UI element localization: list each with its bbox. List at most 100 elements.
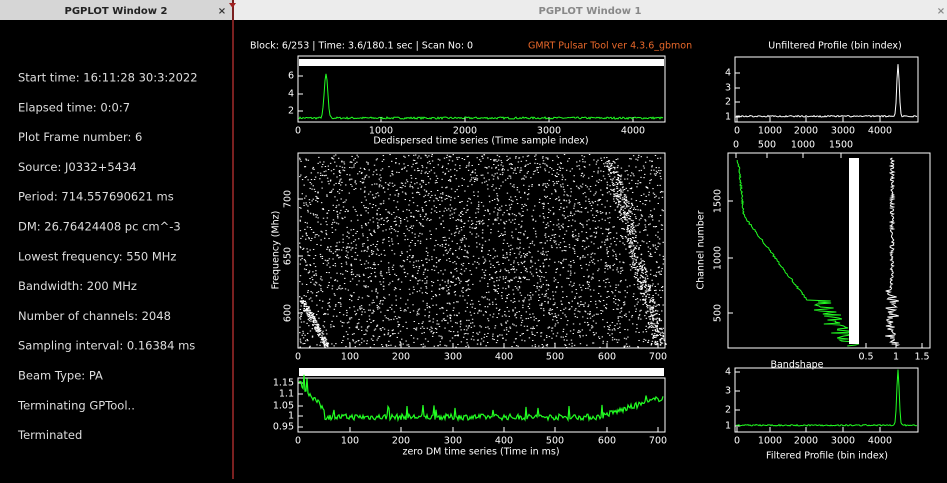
noise-dot xyxy=(426,293,427,294)
noise-dot xyxy=(629,285,630,286)
noise-dot xyxy=(307,333,308,334)
noise-dot xyxy=(429,307,430,308)
noise-dot xyxy=(488,211,489,212)
noise-dot xyxy=(508,311,509,312)
tab-title[interactable]: PGPLOT Window 2 xyxy=(65,6,168,17)
noise-dot xyxy=(541,276,542,277)
noise-dot xyxy=(478,191,479,192)
noise-dot xyxy=(368,222,369,223)
noise-dot xyxy=(335,306,336,307)
noise-dot xyxy=(399,163,400,164)
noise-dot xyxy=(321,279,322,280)
pulse-dot xyxy=(635,259,637,260)
noise-dot xyxy=(356,245,357,246)
noise-dot xyxy=(523,179,524,180)
noise-dot xyxy=(400,265,401,266)
noise-dot xyxy=(656,262,657,263)
pulse-dot xyxy=(632,231,634,232)
noise-dot xyxy=(603,280,604,281)
pulse-dot xyxy=(310,319,312,320)
pulse-dot xyxy=(610,179,612,180)
noise-dot xyxy=(543,265,544,266)
noise-dot xyxy=(580,301,581,302)
noise-dot xyxy=(600,190,601,191)
noise-dot xyxy=(391,173,392,174)
noise-dot xyxy=(349,167,350,168)
noise-dot xyxy=(367,164,368,165)
noise-dot xyxy=(658,167,659,168)
noise-dot xyxy=(560,310,561,311)
noise-dot xyxy=(627,292,628,293)
noise-dot xyxy=(449,160,450,161)
noise-dot xyxy=(449,315,450,316)
noise-dot xyxy=(428,176,429,177)
noise-dot xyxy=(607,253,608,254)
noise-dot xyxy=(519,239,520,240)
noise-dot xyxy=(656,305,657,306)
noise-dot xyxy=(600,296,601,297)
plot-frame xyxy=(735,57,918,122)
noise-dot xyxy=(414,183,415,184)
noise-dot xyxy=(307,292,308,293)
noise-dot xyxy=(442,167,443,168)
noise-dot xyxy=(341,250,342,251)
noise-dot xyxy=(405,322,406,323)
noise-dot xyxy=(534,205,535,206)
noise-dot xyxy=(345,270,346,271)
pulse-dot xyxy=(657,335,659,336)
noise-dot xyxy=(537,288,538,289)
noise-dot xyxy=(436,332,437,333)
noise-dot xyxy=(586,221,587,222)
tab-close[interactable]: × xyxy=(218,6,226,17)
noise-dot xyxy=(499,334,500,335)
noise-dot xyxy=(377,192,378,193)
noise-dot xyxy=(504,223,505,224)
bar xyxy=(299,59,664,66)
noise-dot xyxy=(542,254,543,255)
noise-dot xyxy=(590,228,591,229)
noise-dot xyxy=(376,254,377,255)
noise-dot xyxy=(416,260,417,261)
noise-dot xyxy=(635,331,636,332)
noise-dot xyxy=(475,169,476,170)
noise-dot xyxy=(594,253,595,254)
noise-dot xyxy=(443,211,444,212)
noise-dot xyxy=(589,262,590,263)
noise-dot xyxy=(636,200,637,201)
noise-dot xyxy=(505,316,506,317)
noise-dot xyxy=(384,250,385,251)
noise-dot xyxy=(489,261,490,262)
noise-dot xyxy=(543,216,544,217)
noise-dot xyxy=(363,243,364,244)
noise-dot xyxy=(577,256,578,257)
noise-dot xyxy=(353,333,354,334)
noise-dot xyxy=(369,203,370,204)
noise-dot xyxy=(316,234,317,235)
noise-dot xyxy=(649,241,650,242)
noise-dot xyxy=(364,191,365,192)
noise-dot xyxy=(389,294,390,295)
noise-dot xyxy=(376,213,377,214)
pulse-dot xyxy=(660,344,662,345)
noise-dot xyxy=(575,235,576,236)
noise-dot xyxy=(431,328,432,329)
noise-dot xyxy=(518,248,519,249)
noise-dot xyxy=(338,204,339,205)
noise-dot xyxy=(387,212,388,213)
pulse-dot xyxy=(652,309,654,310)
noise-dot xyxy=(390,345,391,346)
pulse-dot xyxy=(626,229,628,230)
tab-close[interactable]: × xyxy=(937,6,945,17)
noise-dot xyxy=(569,200,570,201)
noise-dot xyxy=(622,197,623,198)
noise-dot xyxy=(610,189,611,190)
noise-dot xyxy=(419,194,420,195)
noise-dot xyxy=(433,167,434,168)
noise-dot xyxy=(620,205,621,206)
tab-title[interactable]: PGPLOT Window 1 xyxy=(539,6,642,17)
noise-dot xyxy=(646,331,647,332)
pulse-dot xyxy=(629,230,631,231)
noise-dot xyxy=(635,159,636,160)
noise-dot xyxy=(439,284,440,285)
pulse-dot xyxy=(624,211,626,212)
